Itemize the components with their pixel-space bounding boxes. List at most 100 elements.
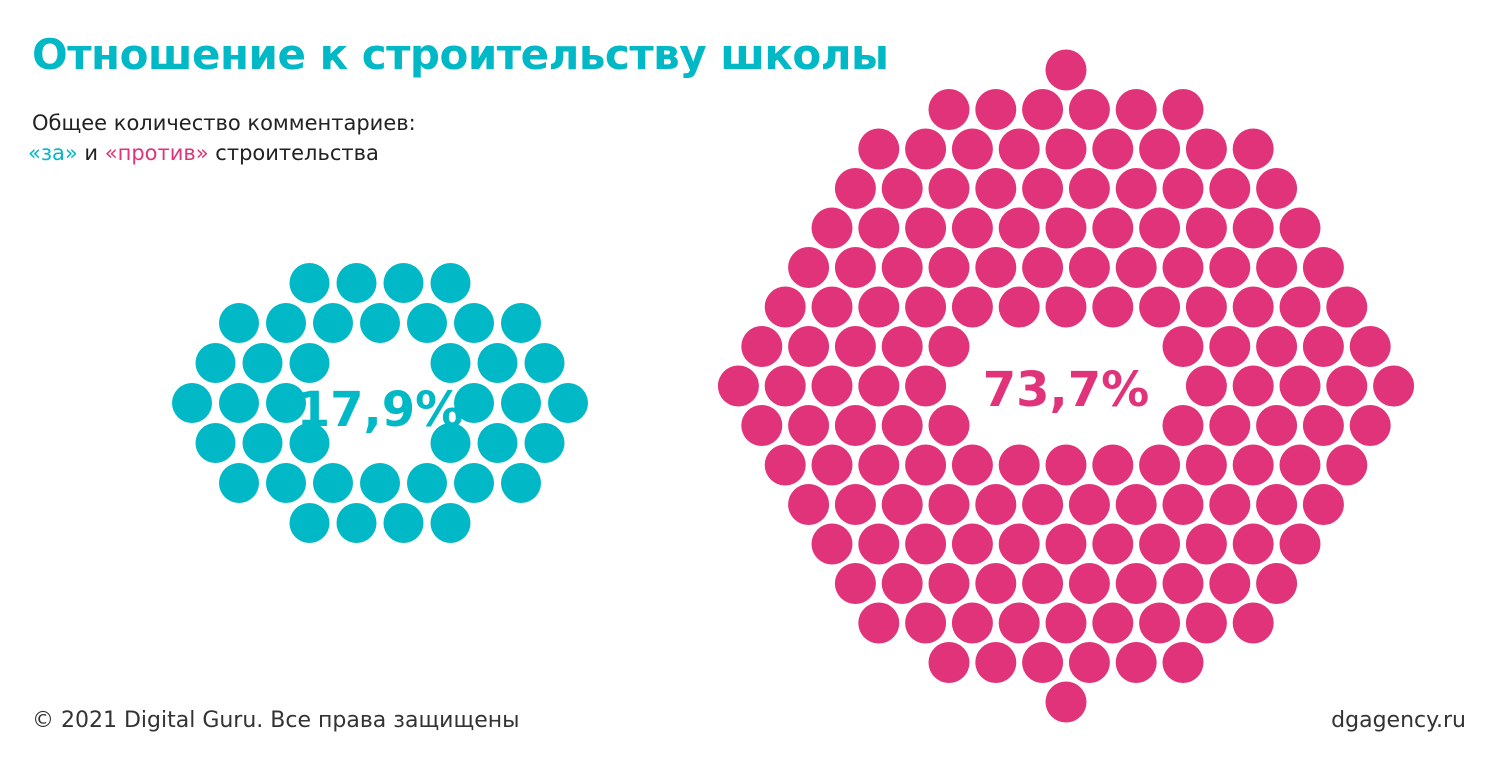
subtitle-and: и bbox=[77, 141, 105, 165]
against-dot bbox=[975, 484, 1017, 525]
against-dot bbox=[1185, 365, 1227, 407]
against-dot bbox=[1139, 523, 1181, 565]
against-dot bbox=[1279, 444, 1321, 486]
against-dot bbox=[928, 168, 970, 209]
against-dot bbox=[1092, 128, 1134, 170]
against-dot bbox=[834, 405, 876, 446]
against-dot bbox=[1139, 207, 1181, 249]
against-dot bbox=[1232, 365, 1274, 407]
against-dot bbox=[928, 642, 970, 683]
against-dot bbox=[928, 89, 970, 130]
against-dot bbox=[975, 642, 1017, 683]
site-link[interactable]: dgagency.ru bbox=[1331, 708, 1466, 733]
against-dot bbox=[998, 207, 1040, 249]
for-dot bbox=[313, 303, 353, 343]
against-dot bbox=[1209, 247, 1251, 288]
for-dot bbox=[383, 503, 424, 543]
for-dot bbox=[383, 263, 424, 303]
against-dot bbox=[1162, 326, 1204, 367]
against-dot bbox=[905, 523, 947, 565]
against-dot bbox=[928, 563, 970, 604]
against-dot bbox=[1209, 326, 1251, 367]
for-dot bbox=[242, 343, 283, 383]
against-dot bbox=[1022, 168, 1064, 209]
for-dot bbox=[242, 423, 283, 463]
against-dot bbox=[905, 365, 947, 407]
against-dot bbox=[1209, 563, 1251, 604]
against-dot bbox=[1256, 168, 1298, 209]
against-dot bbox=[1068, 168, 1110, 209]
against-dot bbox=[905, 444, 947, 486]
chart-subtitle: Общее количество комментариев: «за» и «п… bbox=[28, 108, 416, 168]
against-dot bbox=[881, 484, 923, 525]
against-dot bbox=[1302, 405, 1344, 446]
against-dot bbox=[1045, 49, 1087, 91]
against-dot bbox=[905, 286, 947, 328]
against-dot bbox=[1209, 168, 1251, 209]
against-dot bbox=[858, 286, 900, 328]
against-dot bbox=[1115, 247, 1157, 288]
against-dot bbox=[858, 602, 900, 644]
against-dot bbox=[951, 602, 993, 644]
against-dot bbox=[1115, 484, 1157, 525]
against-dot bbox=[1185, 444, 1227, 486]
against-dot bbox=[998, 602, 1040, 644]
against-dot bbox=[1068, 89, 1110, 130]
against-dot bbox=[905, 128, 947, 170]
against-dot bbox=[834, 247, 876, 288]
against-dot bbox=[1162, 405, 1204, 446]
against-dot bbox=[1232, 523, 1274, 565]
against-dot bbox=[764, 365, 806, 407]
against-dot bbox=[764, 444, 806, 486]
against-dot bbox=[1279, 523, 1321, 565]
against-dot bbox=[928, 405, 970, 446]
for-dot bbox=[266, 383, 306, 423]
against-dot bbox=[1232, 128, 1274, 170]
for-dot bbox=[454, 463, 494, 503]
against-dot bbox=[1115, 563, 1157, 604]
against-dot bbox=[928, 247, 970, 288]
against-dot bbox=[1209, 405, 1251, 446]
against-dot bbox=[1092, 286, 1134, 328]
against-dot bbox=[1045, 444, 1087, 486]
for-dot bbox=[266, 303, 306, 343]
against-dot bbox=[1045, 681, 1087, 723]
against-dot bbox=[1139, 128, 1181, 170]
for-dot bbox=[195, 423, 236, 463]
against-dot bbox=[975, 89, 1017, 130]
percent-label-against: 73,7% bbox=[983, 362, 1150, 418]
against-dot bbox=[788, 247, 830, 288]
for-dot bbox=[477, 423, 518, 463]
against-dot bbox=[858, 207, 900, 249]
against-dot bbox=[834, 326, 876, 367]
against-dot bbox=[1022, 563, 1064, 604]
against-dot bbox=[951, 286, 993, 328]
for-dot bbox=[407, 303, 447, 343]
for-dot bbox=[477, 343, 518, 383]
for-dot bbox=[313, 463, 353, 503]
against-dot bbox=[1349, 405, 1391, 446]
against-dot bbox=[975, 563, 1017, 604]
for-dot bbox=[430, 503, 471, 543]
against-dot bbox=[1162, 89, 1204, 130]
subtitle-for-keyword: «за» bbox=[28, 141, 78, 165]
for-dot bbox=[336, 263, 377, 303]
against-dot bbox=[1115, 89, 1157, 130]
against-dot bbox=[834, 563, 876, 604]
for-dot bbox=[524, 343, 565, 383]
against-dot bbox=[788, 484, 830, 525]
against-dot bbox=[1162, 642, 1204, 683]
against-dot bbox=[811, 523, 853, 565]
against-dot bbox=[998, 128, 1040, 170]
against-dot bbox=[1185, 207, 1227, 249]
against-dot bbox=[1068, 484, 1110, 525]
against-dot bbox=[1326, 286, 1368, 328]
against-dot bbox=[1162, 484, 1204, 525]
against-dot bbox=[717, 365, 759, 407]
for-dot bbox=[524, 423, 565, 463]
against-dot bbox=[1185, 523, 1227, 565]
for-dot bbox=[195, 343, 236, 383]
against-dot bbox=[1279, 286, 1321, 328]
for-dot bbox=[360, 303, 400, 343]
